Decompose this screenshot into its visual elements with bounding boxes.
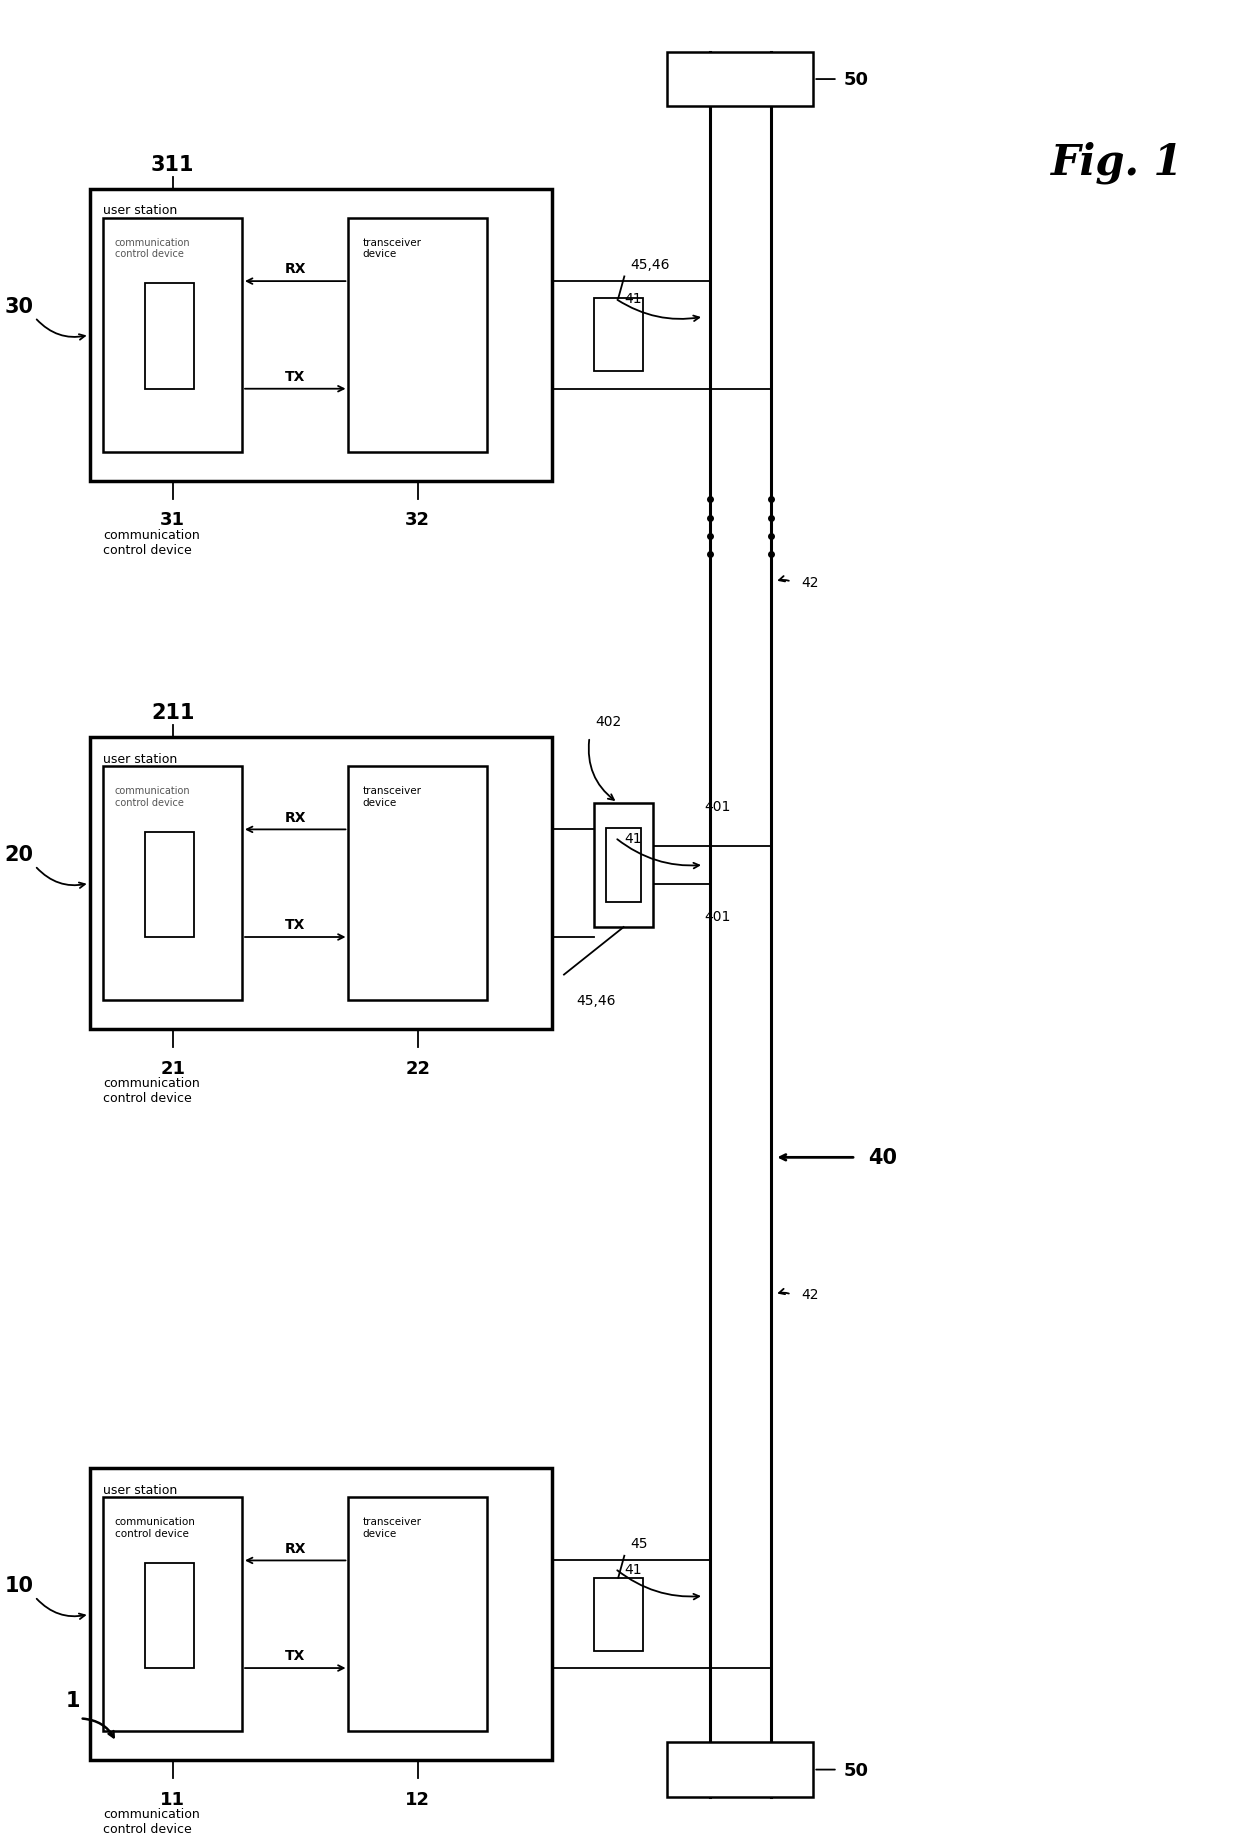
Text: 401: 401 <box>704 909 730 924</box>
Text: 21: 21 <box>160 1059 185 1077</box>
Text: TX: TX <box>285 370 305 384</box>
Text: 211: 211 <box>151 702 195 723</box>
Bar <box>103 218 242 453</box>
Text: user station: user station <box>103 205 177 218</box>
Bar <box>89 737 552 1029</box>
Text: 31: 31 <box>160 512 185 529</box>
Bar <box>145 832 193 937</box>
Text: communication
control device: communication control device <box>114 785 190 808</box>
Text: 42: 42 <box>801 1288 818 1301</box>
Bar <box>348 1497 487 1732</box>
Text: 32: 32 <box>405 512 430 529</box>
Bar <box>145 285 193 390</box>
Bar <box>606 828 641 902</box>
Text: transceiver
device: transceiver device <box>362 1515 422 1538</box>
Bar <box>89 1469 552 1761</box>
Bar <box>667 1743 813 1796</box>
Text: 42: 42 <box>801 575 818 590</box>
Text: 50: 50 <box>843 1761 869 1778</box>
Text: transceiver
device: transceiver device <box>362 785 422 808</box>
Bar <box>594 1578 642 1650</box>
Text: user station: user station <box>103 752 177 765</box>
Text: communication
control device: communication control device <box>114 238 190 259</box>
Text: RX: RX <box>284 809 306 824</box>
Bar <box>348 218 487 453</box>
Text: 11: 11 <box>160 1789 185 1807</box>
Text: RX: RX <box>284 262 306 275</box>
Text: 22: 22 <box>405 1059 430 1077</box>
Text: 40: 40 <box>868 1148 897 1168</box>
Text: RX: RX <box>284 1541 306 1554</box>
Bar <box>348 767 487 1000</box>
Text: 1: 1 <box>66 1691 79 1709</box>
Bar <box>594 804 652 928</box>
Text: 20: 20 <box>5 845 33 865</box>
Text: Fig. 1: Fig. 1 <box>1050 140 1183 183</box>
Text: communication
control device: communication control device <box>114 1515 196 1538</box>
Bar <box>89 190 552 482</box>
Bar <box>594 299 642 371</box>
Bar <box>667 52 813 107</box>
Bar <box>145 1563 193 1669</box>
Text: 12: 12 <box>405 1789 430 1807</box>
Text: 311: 311 <box>151 155 195 176</box>
Text: communication
control device: communication control device <box>103 529 200 556</box>
Text: communication
control device: communication control device <box>103 1807 200 1835</box>
Text: 45: 45 <box>630 1536 649 1550</box>
Bar <box>103 767 242 1000</box>
Text: 41: 41 <box>625 832 642 845</box>
Text: communication
control device: communication control device <box>103 1077 200 1105</box>
Text: 401: 401 <box>704 800 730 813</box>
Text: TX: TX <box>285 918 305 931</box>
Text: 45,46: 45,46 <box>577 994 615 1007</box>
Text: 45,46: 45,46 <box>630 259 670 272</box>
Text: user station: user station <box>103 1482 177 1495</box>
Text: 402: 402 <box>595 715 621 728</box>
Text: 41: 41 <box>625 292 642 307</box>
Text: 10: 10 <box>5 1574 33 1595</box>
Text: 30: 30 <box>5 296 33 316</box>
Text: TX: TX <box>285 1648 305 1663</box>
Text: 41: 41 <box>625 1562 642 1576</box>
Text: transceiver
device: transceiver device <box>362 238 422 259</box>
Text: 50: 50 <box>843 70 869 89</box>
Bar <box>103 1497 242 1732</box>
